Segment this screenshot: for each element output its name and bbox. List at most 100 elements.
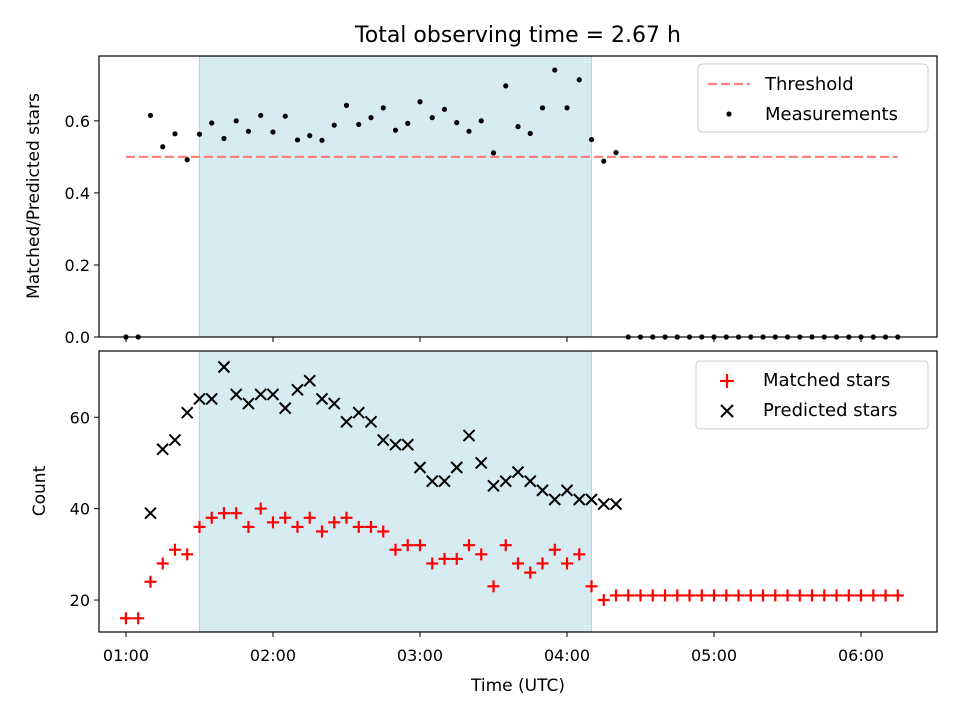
measurement-point [441,106,448,112]
measurement-point [466,128,472,134]
matched-star-point [818,589,831,602]
top-x-ticks [125,337,862,342]
matched-star-point [720,589,733,602]
measurement-point [576,77,582,83]
matched-star-point [708,589,721,602]
bottom-y-tick-label: 40 [70,500,90,519]
matched-star-point [254,502,267,515]
predicted-star-point [450,461,463,474]
matched-star-point [315,525,328,538]
matched-star-point [646,589,659,602]
measurement-point [429,115,435,121]
measurement-point [282,113,288,119]
top-legend-box [697,63,929,133]
bottom-y-tick-label: 20 [70,591,90,610]
predicted-star-point [548,493,561,506]
measurement-point [601,158,607,164]
matched-star-point [499,539,512,552]
predicted-star-point [560,484,574,497]
measurement-point [356,121,362,128]
matched-star-point [279,511,292,524]
matched-star-point [132,612,145,625]
measurement-point [490,150,497,156]
top-y-tick-label: 0.4 [65,184,90,203]
matched-star-point [622,589,635,602]
matched-star-point [242,520,255,533]
predicted-star-point [352,406,365,419]
matched-star-point [303,511,316,524]
measurement-point [515,124,521,130]
predicted-star-point [242,397,255,410]
measurement-point [270,129,276,135]
chart-title: Total observing time = 2.67 h [354,23,681,48]
legend-matched-label: Matched stars [763,370,890,391]
predicted-star-point [401,438,414,451]
predicted-star-point [413,461,427,474]
matched-star-point [512,557,524,570]
matched-star-point [585,580,598,593]
measurement-point [539,105,546,111]
predicted-star-point [279,401,292,415]
bottom-panel: 20 40 60 01:00 02:00 03:00 04:00 05:00 06:00 Co… [30,350,938,696]
matched-star-point [732,589,745,602]
matched-star-point [389,543,402,556]
bottom-x-tick-label: 03:00 [397,646,443,665]
top-observing-span [198,55,593,338]
measurement-point [380,105,386,111]
measurement-point [552,67,558,73]
predicted-star-point [377,433,390,447]
predicted-star-point [524,475,537,488]
matched-star-point [144,575,157,588]
matched-star-point [450,552,463,565]
predicted-star-point [168,433,182,447]
top-y-axis-label: Matched/Predicted stars [24,93,44,299]
matched-star-point [597,594,610,607]
measurement-point [368,115,374,121]
matched-star-point [291,520,304,533]
measurement-point [392,127,399,133]
predicted-star-point [609,497,623,511]
predicted-star-point [364,415,378,429]
matched-star-point [364,520,377,533]
predicted-star-point [156,443,169,456]
matched-star-point [683,589,696,602]
bottom-x-tick-label: 05:00 [691,646,737,665]
matched-star-point [855,589,868,602]
bottom-legend-box [695,360,929,430]
matched-star-point [757,589,770,602]
matched-star-point [193,520,206,533]
matched-star-point [438,552,451,565]
matched-star-point [671,589,684,602]
matched-star-point [524,566,537,579]
matched-star-point [781,589,794,602]
measurement-point [184,157,190,163]
predicted-star-point [389,438,402,451]
predicted-star-point [144,506,157,520]
measurement-point [417,99,423,105]
top-y-tick-label: 0.6 [65,112,90,131]
measurement-point [405,120,411,126]
matched-star-point [867,589,880,602]
top-axes-frame [98,55,938,338]
matched-star-point [328,516,341,529]
bottom-x-tick-label: 04:00 [544,646,590,665]
matched-star-point [830,589,843,602]
predicted-star-point [597,497,610,511]
measurement-point [343,102,350,108]
matched-star-point [217,507,230,520]
top-panel: 0.0 0.2 0.4 0.6 Matched/Predicted stars Thr… [24,55,938,347]
measurement-point [613,149,619,156]
measurement-point [258,112,264,119]
predicted-star-point [193,392,206,406]
matched-star-point [806,589,819,602]
top-y-tick-label: 0.2 [65,256,90,275]
predicted-star-point [303,374,316,387]
bottom-x-tick-label: 06:00 [838,646,884,665]
bottom-axes-frame [98,350,938,633]
measurement-point [307,133,313,139]
predicted-star-point [205,392,218,406]
predicted-star-point [462,429,476,442]
matched-star-point [536,557,549,570]
measurement-point [172,131,178,137]
measurement-point [319,137,325,143]
